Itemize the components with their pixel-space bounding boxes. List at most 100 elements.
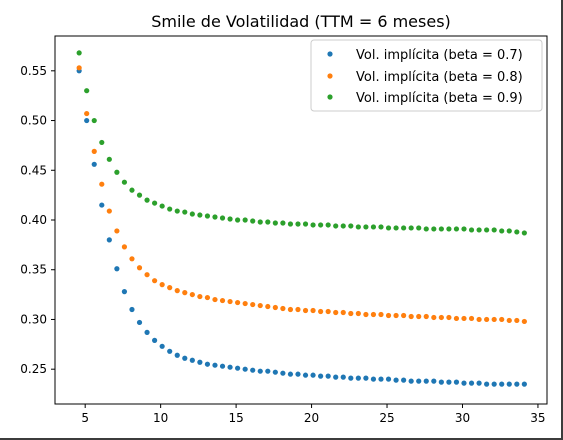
y-tick-label: 0.25: [20, 362, 47, 376]
data-point: [106, 208, 112, 214]
data-point: [212, 362, 218, 368]
data-point: [363, 224, 369, 230]
data-point: [99, 139, 105, 146]
data-point: [167, 206, 173, 212]
data-point: [431, 378, 437, 384]
data-point: [302, 307, 309, 314]
data-point: [438, 379, 444, 385]
data-point: [295, 221, 301, 227]
legend-marker-beta-0.8: [327, 73, 333, 79]
legend-box: [310, 39, 543, 112]
data-point: [242, 217, 248, 223]
data-point: [416, 313, 422, 320]
data-point: [461, 315, 467, 322]
data-point: [333, 309, 339, 316]
data-point: [280, 370, 286, 376]
data-point: [484, 381, 490, 387]
data-point: [370, 311, 377, 318]
data-point: [506, 317, 512, 324]
data-point: [423, 313, 429, 320]
data-point: [295, 371, 301, 377]
data-point: [461, 380, 467, 386]
data-point: [189, 357, 195, 363]
x-tick-label: 30: [455, 411, 470, 425]
data-point: [514, 317, 520, 324]
data-point: [378, 376, 384, 382]
data-point: [370, 224, 377, 230]
data-point: [295, 306, 301, 313]
legend: Vol. implícita (beta = 0.7) Vol. implíci…: [310, 39, 543, 112]
data-point: [235, 299, 241, 306]
y-tick-label: 0.35: [20, 263, 47, 277]
data-point: [423, 226, 429, 232]
data-point: [219, 215, 226, 221]
data-point: [385, 312, 392, 319]
data-point: [484, 316, 490, 323]
data-point: [144, 197, 150, 203]
data-point: [250, 218, 256, 224]
x-tick-label: 25: [379, 411, 394, 425]
data-point: [114, 169, 120, 175]
legend-label-beta-0.9: Vol. implícita (beta = 0.9): [356, 91, 523, 106]
data-point: [302, 221, 309, 227]
plot-area: [76, 50, 527, 387]
data-point: [401, 377, 407, 383]
data-point: [333, 374, 339, 380]
data-point: [453, 379, 460, 385]
data-point: [280, 220, 286, 226]
data-point: [453, 315, 460, 322]
data-point: [393, 377, 399, 383]
data-point: [446, 314, 452, 321]
data-point: [84, 88, 90, 94]
data-point: [514, 381, 520, 387]
data-point: [453, 226, 460, 232]
data-point: [189, 291, 195, 298]
data-point: [235, 365, 241, 371]
data-point: [250, 301, 256, 308]
data-point: [129, 306, 135, 313]
data-point: [340, 309, 346, 316]
data-point: [310, 372, 316, 378]
data-point: [499, 228, 505, 234]
data-point: [408, 378, 414, 384]
data-point: [423, 378, 429, 384]
data-point: [416, 378, 422, 384]
data-point: [378, 224, 384, 230]
data-point: [227, 364, 233, 370]
data-point: [355, 224, 361, 230]
chart-title: Smile de Volatilidad (TTM = 6 meses): [151, 12, 451, 31]
legend-label-beta-0.7: Vol. implícita (beta = 0.7): [356, 48, 523, 63]
data-point: [521, 318, 527, 325]
data-point: [468, 227, 475, 233]
data-point: [401, 225, 407, 231]
data-point: [114, 228, 120, 234]
data-point: [340, 374, 346, 380]
data-point: [431, 314, 437, 321]
data-point: [408, 313, 414, 320]
data-point: [144, 329, 150, 335]
data-point: [167, 348, 173, 354]
data-point: [121, 289, 128, 295]
data-point: [91, 161, 97, 167]
series-2: [76, 65, 527, 325]
legend-marker-beta-0.7: [327, 51, 333, 57]
data-point: [468, 380, 475, 386]
data-point: [257, 302, 263, 309]
data-point: [242, 366, 248, 372]
data-point: [272, 220, 278, 226]
data-point: [265, 219, 271, 225]
data-point: [204, 213, 211, 219]
data-point: [491, 381, 497, 387]
data-point: [476, 316, 482, 323]
data-point: [318, 308, 324, 315]
data-point: [280, 305, 286, 312]
data-point: [431, 226, 437, 232]
y-tick-label: 0.50: [20, 114, 47, 128]
data-point: [416, 225, 422, 231]
data-point: [325, 222, 331, 228]
data-point: [121, 179, 128, 185]
data-point: [121, 244, 128, 250]
data-point: [272, 304, 278, 311]
